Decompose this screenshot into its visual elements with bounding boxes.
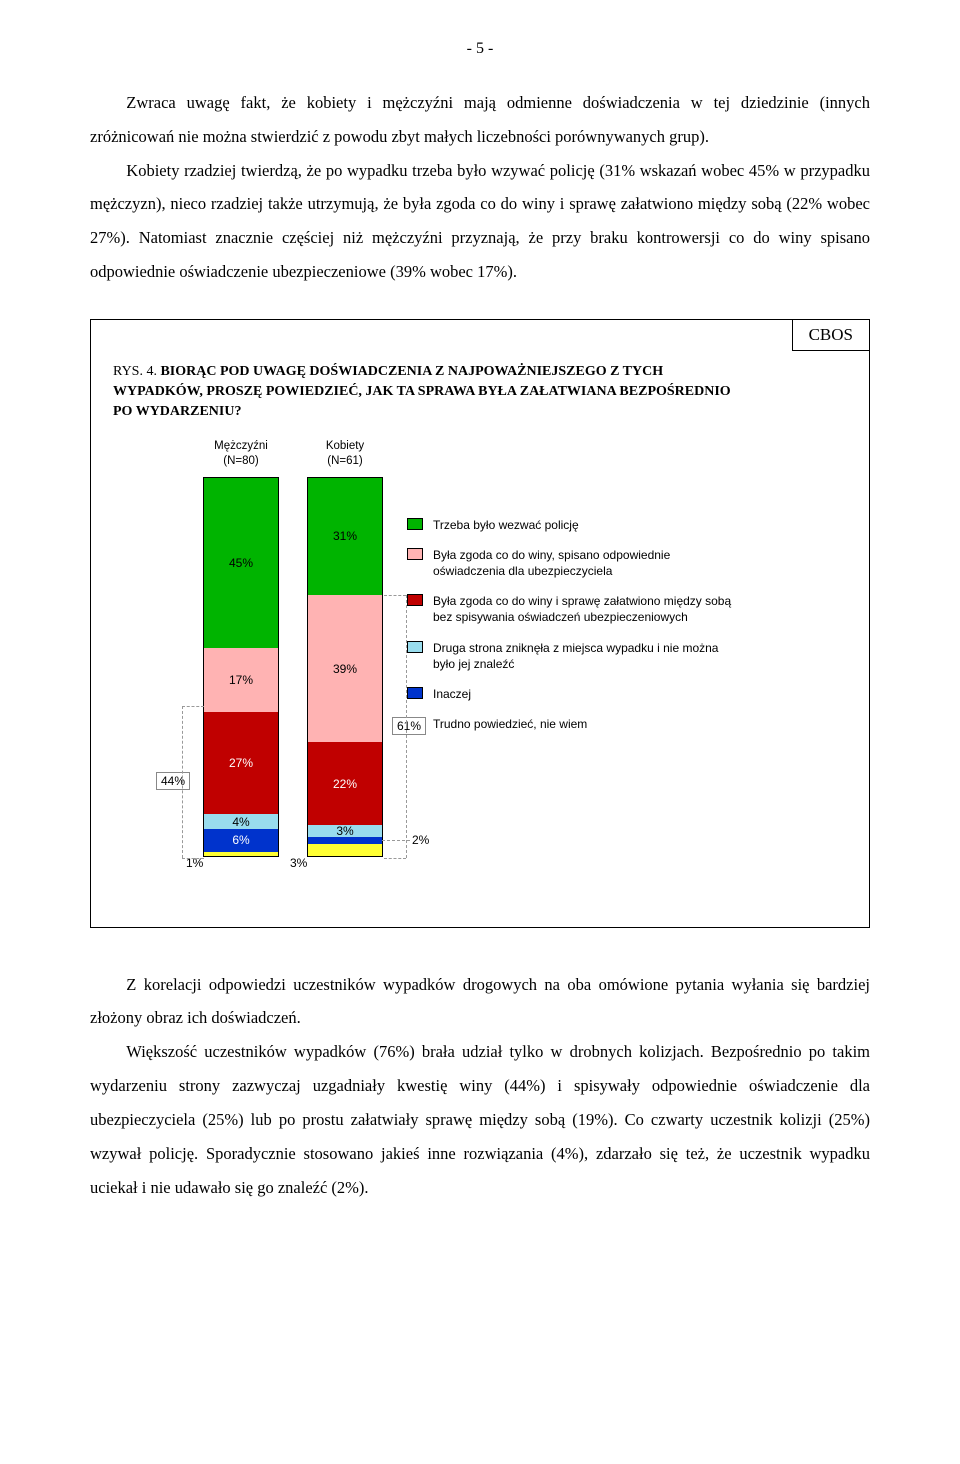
legend-swatch (407, 518, 423, 530)
bar-segment-label: 3% (290, 856, 307, 870)
legend-swatch (407, 641, 423, 653)
bar-segment-inaczej: 2% (308, 837, 382, 845)
legend-swatch (407, 687, 423, 699)
legend-text: Inaczej (433, 686, 737, 702)
paragraph-4: Większość uczestników wypadków (76%) bra… (90, 1035, 870, 1204)
bars-wrap: 45%17%27%4%6%1%44%31%39%22%3%2%3%61% (203, 477, 383, 857)
bar-segment-zniknela: 3% (308, 825, 382, 836)
bar-kobiety: 31%39%22%3%2%3%61% (307, 477, 383, 857)
legend-text: Trzeba było wezwać policję (433, 517, 737, 533)
paragraph-1-text: Zwraca uwagę fakt, że kobiety i mężczyźn… (90, 93, 870, 146)
chart-container: CBOS RYS. 4. BIORĄC POD UWAGĘ DOŚWIADCZE… (90, 319, 870, 928)
paragraph-3-text: Z korelacji odpowiedzi uczestników wypad… (90, 975, 870, 1028)
legend-row: Druga strona zniknęła z miejsca wypadku … (407, 640, 737, 672)
chart-legend: Trzeba było wezwać policję Była zgoda co … (407, 517, 737, 747)
bar-segment-label: 6% (232, 833, 249, 847)
legend-text: Trudno powiedzieć, nie wiem (433, 716, 737, 732)
legend-text: Była zgoda co do winy, spisano odpowiedn… (433, 547, 737, 579)
body-paragraphs-top: Zwraca uwagę fakt, że kobiety i mężczyźn… (90, 86, 870, 289)
bar-segment-zniknela: 4% (204, 814, 278, 829)
bar-segment-label: 2% (412, 833, 429, 847)
bar-segment-trudno: 1% (204, 852, 278, 856)
body-paragraphs-bottom: Z korelacji odpowiedzi uczestników wypad… (90, 968, 870, 1205)
bar-segment-policja: 31% (308, 478, 382, 595)
bar-labels-row: Mężczyźni(N=80) Kobiety(N=61) (203, 439, 847, 469)
cbos-badge: CBOS (792, 319, 870, 351)
bar-segment-trudno: 3% (308, 844, 382, 855)
bar-segment-label: 39% (333, 662, 357, 676)
bar-segment-miedzy_soba: 22% (308, 742, 382, 825)
legend-row: Była zgoda co do winy, spisano odpowiedn… (407, 547, 737, 579)
bar-segment-label: 45% (229, 556, 253, 570)
paragraph-2: Kobiety rzadziej twierdzą, że po wypadku… (90, 154, 870, 289)
bar-mezczyzni: 45%17%27%4%6%1%44% (203, 477, 279, 857)
paragraph-1: Zwraca uwagę fakt, że kobiety i mężczyźn… (90, 86, 870, 154)
paragraph-4-text: Większość uczestników wypadków (76%) bra… (90, 1042, 870, 1196)
legend-row: Była zgoda co do winy i sprawę załatwion… (407, 593, 737, 625)
bar-label: Kobiety(N=61) (307, 439, 383, 469)
chart-title: RYS. 4. BIORĄC POD UWAGĘ DOŚWIADCZENIA Z… (113, 362, 733, 423)
paragraph-2-text: Kobiety rzadziej twierdzą, że po wypadku… (90, 161, 870, 281)
callout-label: 61% (392, 717, 426, 735)
chart-body: 45%17%27%4%6%1%44%31%39%22%3%2%3%61% Trz… (113, 477, 847, 857)
legend-row: Trzeba było wezwać policję (407, 517, 737, 533)
legend-row: Trudno powiedzieć, nie wiem (407, 716, 737, 732)
legend-row: Inaczej (407, 686, 737, 702)
callout-label: 44% (156, 772, 190, 790)
chart-title-text: BIORĄC POD UWAGĘ DOŚWIADCZENIA Z NAJPOWA… (113, 364, 731, 420)
bar-label: Mężczyźni(N=80) (203, 439, 279, 469)
bar-segment-oswiadczenie: 39% (308, 595, 382, 742)
chart-rys-label: RYS. 4. (113, 364, 160, 379)
bar-segment-label: 4% (232, 815, 249, 829)
legend-text: Była zgoda co do winy i sprawę załatwion… (433, 593, 737, 625)
bar-segment-inaczej: 6% (204, 829, 278, 852)
legend-swatch (407, 594, 423, 606)
bar-segment-label: 31% (333, 529, 357, 543)
bar-segment-label: 17% (229, 673, 253, 687)
bar-segment-oswiadczenie: 17% (204, 648, 278, 712)
bar-segment-label: 27% (229, 756, 253, 770)
legend-text: Druga strona zniknęła z miejsca wypadku … (433, 640, 737, 672)
page-number: - 5 - (90, 40, 870, 58)
paragraph-3: Z korelacji odpowiedzi uczestników wypad… (90, 968, 870, 1036)
bar-segment-miedzy_soba: 27% (204, 712, 278, 814)
bar-segment-policja: 45% (204, 478, 278, 648)
legend-swatch (407, 548, 423, 560)
bar-segment-label: 22% (333, 777, 357, 791)
